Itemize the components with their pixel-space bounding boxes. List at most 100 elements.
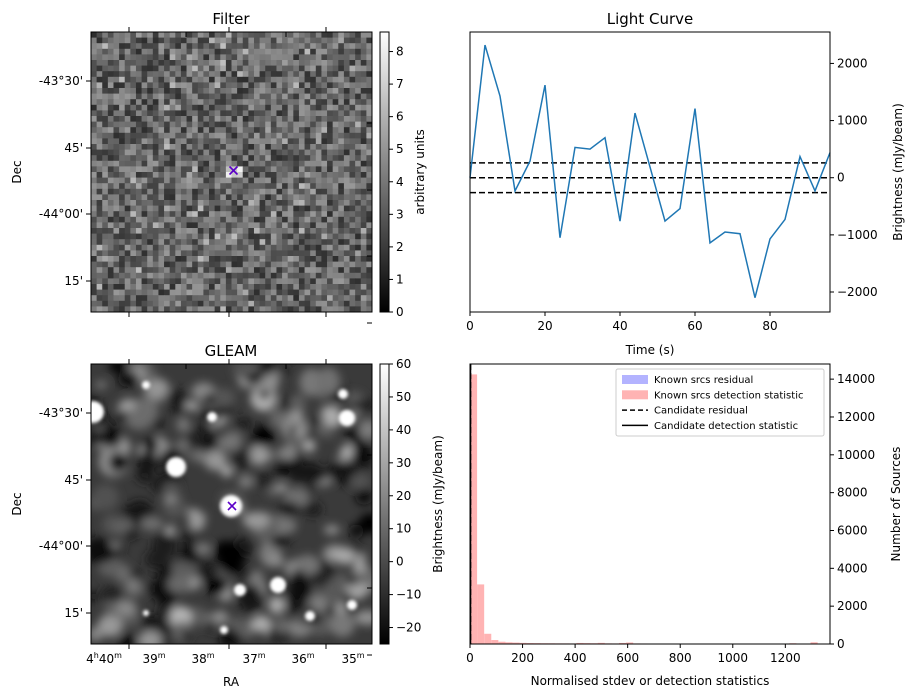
- filter-pixel: [180, 138, 187, 145]
- filter-pixel: [152, 110, 159, 117]
- filter-pixel: [304, 88, 311, 94]
- filter-pixel: [107, 76, 114, 83]
- filter-pixel: [180, 160, 187, 167]
- filter-pixel: [192, 250, 199, 257]
- filter-pixel: [298, 60, 305, 66]
- gleam-source: [166, 457, 186, 477]
- filter-pixel: [152, 127, 159, 134]
- filter-pixel: [248, 228, 255, 234]
- filter-pixel: [135, 104, 142, 111]
- filter-pixel: [141, 43, 148, 50]
- filter-pixel: [192, 233, 199, 240]
- filter-pixel: [360, 138, 367, 145]
- filter-pixel: [141, 183, 148, 190]
- filter-pixel: [355, 104, 362, 111]
- gleam-source: [234, 584, 246, 596]
- filter-pixel: [119, 32, 126, 38]
- filter-pixel: [349, 65, 356, 72]
- gleam-noise-blob: [353, 400, 370, 411]
- filter-pixel: [203, 228, 210, 234]
- filter-pixel: [366, 250, 373, 257]
- filter-pixel: [304, 272, 311, 279]
- filter-pixel: [141, 155, 148, 162]
- filter-pixel: [293, 32, 300, 38]
- filter-pixel: [349, 306, 356, 313]
- filter-pixel: [231, 284, 238, 290]
- filter-pixel: [338, 205, 345, 212]
- filter-pixel: [96, 295, 103, 302]
- filter-pixel: [343, 306, 350, 313]
- filter-pixel: [124, 278, 131, 285]
- filter-pixel: [124, 250, 131, 257]
- filter-pixel: [282, 110, 289, 117]
- filter-pixel: [366, 110, 373, 117]
- filter-pixel: [237, 256, 244, 262]
- filter-pixel: [293, 65, 300, 72]
- filter-pixel: [102, 267, 109, 274]
- filter-pixel: [293, 93, 300, 100]
- histogram-ytick-label: 4000: [837, 561, 868, 575]
- filter-pixel: [169, 65, 176, 72]
- filter-pixel: [96, 239, 103, 246]
- filter-pixel: [96, 166, 103, 173]
- histogram-bar: [810, 642, 818, 644]
- filter-pixel: [197, 116, 204, 122]
- filter-pixel: [225, 228, 232, 234]
- filter-pixel: [175, 155, 182, 162]
- filter-pixel: [214, 272, 221, 279]
- filter-pixel: [192, 132, 199, 139]
- filter-pixel: [169, 127, 176, 134]
- filter-pixel: [141, 37, 148, 44]
- filter-pixel: [343, 138, 350, 145]
- filter-pixel: [220, 233, 227, 240]
- filter-pixel: [209, 65, 216, 72]
- filter-pixel: [113, 93, 120, 100]
- filter-pixel: [298, 284, 305, 290]
- filter-pixel: [310, 216, 317, 223]
- filter-pixel: [220, 250, 227, 257]
- filter-pixel: [220, 272, 227, 279]
- filter-pixel: [298, 65, 305, 72]
- filter-pixel: [259, 144, 266, 150]
- filter-pixel: [259, 149, 266, 156]
- filter-pixel: [152, 267, 159, 274]
- filter-pixel: [164, 71, 171, 78]
- gleam-noise-blob: [250, 570, 264, 585]
- filter-pixel: [332, 76, 339, 83]
- filter-pixel: [343, 211, 350, 218]
- filter-pixel: [175, 284, 182, 290]
- filter-pixel: [107, 71, 114, 78]
- filter-pixel: [248, 300, 255, 307]
- filter-pixel: [282, 121, 289, 128]
- gleam-noise-blob: [91, 429, 103, 447]
- filter-pixel: [343, 32, 350, 38]
- gleam-noise-blob: [188, 511, 206, 531]
- filter-pixel: [282, 37, 289, 44]
- filter-pixel: [237, 116, 244, 122]
- filter-pixel: [220, 149, 227, 156]
- filter-pixel: [225, 144, 232, 150]
- filter-pixel: [338, 76, 345, 83]
- filter-pixel: [102, 278, 109, 285]
- filter-pixel: [91, 82, 98, 89]
- filter-pixel: [355, 110, 362, 117]
- filter-pixel: [282, 194, 289, 201]
- filter-pixel: [338, 116, 345, 122]
- filter-pixel: [237, 132, 244, 139]
- filter-pixel: [152, 211, 159, 218]
- filter-pixel: [135, 121, 142, 128]
- filter-image: [91, 32, 373, 313]
- filter-pixel: [147, 54, 154, 61]
- filter-pixel: [366, 211, 373, 218]
- filter-pixel: [332, 166, 339, 173]
- filter-pixel: [270, 138, 277, 145]
- filter-pixel: [147, 306, 154, 313]
- filter-pixel: [225, 37, 232, 44]
- filter-pixel: [276, 43, 283, 50]
- lightcurve-ytick-label: −1000: [837, 228, 878, 242]
- filter-pixel: [147, 93, 154, 100]
- filter-pixel: [343, 48, 350, 55]
- filter-pixel: [119, 256, 126, 262]
- filter-pixel: [102, 211, 109, 218]
- filter-pixel: [276, 289, 283, 296]
